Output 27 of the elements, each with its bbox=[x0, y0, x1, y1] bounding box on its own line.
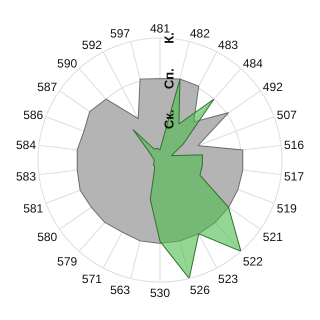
spoke-label: 597 bbox=[110, 26, 130, 40]
spoke-label: 522 bbox=[242, 254, 264, 268]
spoke-label: 584 bbox=[16, 138, 36, 152]
spoke-label: 586 bbox=[23, 108, 44, 122]
spoke-label: 592 bbox=[82, 38, 102, 52]
y-tick-label: Ск. bbox=[162, 110, 176, 130]
spoke-label: 587 bbox=[37, 80, 58, 94]
spoke-label: 517 bbox=[284, 170, 304, 184]
spoke-label: 507 bbox=[276, 108, 298, 122]
spoke-label: 579 bbox=[57, 254, 78, 268]
spoke-label: 580 bbox=[37, 230, 58, 244]
spoke-label: 519 bbox=[276, 201, 298, 216]
spoke-label: 521 bbox=[262, 230, 284, 244]
spoke-label: 581 bbox=[23, 201, 44, 216]
spoke-label: 563 bbox=[110, 282, 130, 297]
spoke-label: 523 bbox=[218, 272, 238, 286]
spoke-label: 530 bbox=[150, 286, 170, 300]
spoke-label: 484 bbox=[242, 56, 264, 70]
spoke-label: 492 bbox=[262, 80, 284, 94]
spoke-label: 482 bbox=[190, 26, 210, 40]
spoke-label: 516 bbox=[284, 138, 304, 152]
spoke-label: 571 bbox=[82, 272, 102, 286]
y-tick-label: Сп. bbox=[162, 68, 176, 90]
spoke-label: 483 bbox=[218, 38, 238, 52]
spoke-label: 590 bbox=[57, 56, 78, 70]
spoke-label: 526 bbox=[190, 282, 210, 297]
spoke-label: 583 bbox=[16, 170, 36, 184]
